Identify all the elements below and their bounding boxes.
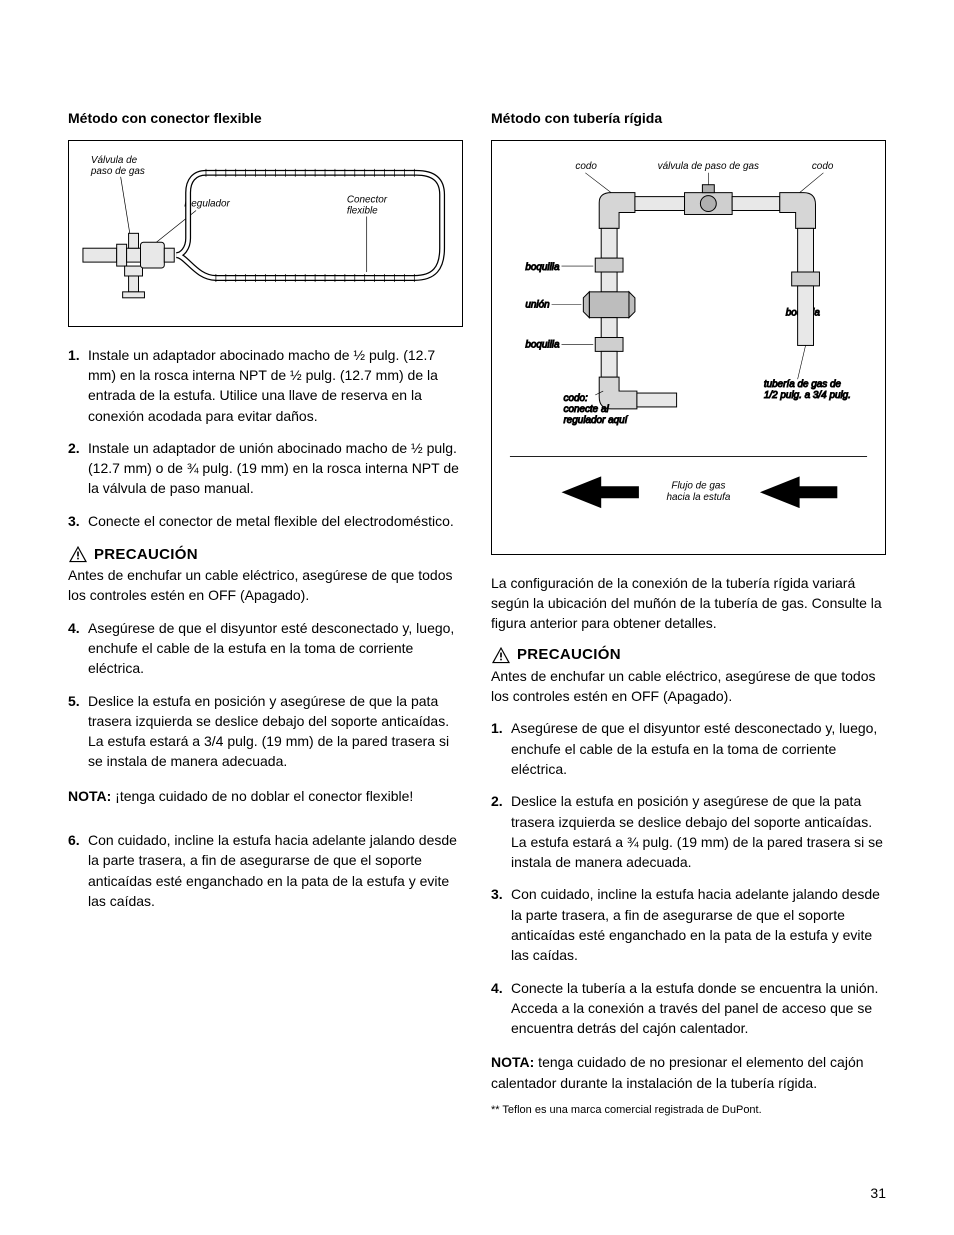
step-text: Asegúrese de que el disyuntor esté desco…: [88, 618, 463, 679]
svg-text:unión: unión: [525, 300, 550, 311]
left-caution-text: Antes de enchufar un cable eléctrico, as…: [68, 565, 463, 606]
step-text: Conecte el conector de metal flexible de…: [88, 511, 463, 531]
svg-text:Conector: Conector: [347, 195, 388, 206]
step-text: Deslice la estufa en posición y asegúres…: [511, 791, 886, 872]
page-number: 31: [870, 1185, 886, 1201]
svg-text:1/2 pulg. a 3/4 pulg.: 1/2 pulg. a 3/4 pulg.: [764, 390, 851, 401]
flexible-connector-svg: Válvula de paso de gas Regula: [77, 149, 454, 318]
step-number: 1.: [491, 718, 511, 779]
svg-text:flexible: flexible: [347, 205, 378, 216]
right-nota: NOTA: tenga cuidado de no presionar el e…: [491, 1052, 886, 1093]
step-item: 2.Instale un adaptador de unión abocinad…: [68, 438, 463, 499]
svg-text:Válvula de: Válvula de: [91, 155, 138, 166]
step-number: 2.: [68, 438, 88, 499]
step-text: Instale un adaptador de unión abocinado …: [88, 438, 463, 499]
step-number: 5.: [68, 691, 88, 772]
left-title: Método con conector flexible: [68, 110, 463, 126]
right-intro: La configuración de la conexión de la tu…: [491, 573, 886, 634]
diagram-rigid-pipe: codo válvula de paso de gas codo: [491, 140, 886, 555]
step-text: Asegúrese de que el disyuntor esté desco…: [511, 718, 886, 779]
right-caution-text: Antes de enchufar un cable eléctrico, as…: [491, 666, 886, 707]
step-item: 4.Conecte la tubería a la estufa donde s…: [491, 978, 886, 1039]
warning-icon: [491, 646, 511, 664]
svg-text:tubería de gas de: tubería de gas de: [764, 379, 842, 390]
svg-text:válvula de paso de gas: válvula de paso de gas: [658, 161, 759, 172]
svg-text:hacia la estufa: hacia la estufa: [666, 492, 730, 503]
svg-text:Flujo de gas: Flujo de gas: [671, 480, 725, 491]
step-item: 1.Instale un adaptador abocinado macho d…: [68, 345, 463, 426]
right-column: Método con tubería rígida codo válvula d…: [491, 110, 886, 1117]
step-text: Deslice la estufa en posición y asegúres…: [88, 691, 463, 772]
svg-text:boquilla: boquilla: [525, 339, 560, 350]
left-steps-b: 4.Asegúrese de que el disyuntor esté des…: [68, 618, 463, 772]
nota-text: tenga cuidado de no presionar el element…: [491, 1054, 864, 1090]
svg-text:boquilla: boquilla: [525, 262, 560, 273]
step-item: 5.Deslice la estufa en posición y asegúr…: [68, 691, 463, 772]
step-item: 4.Asegúrese de que el disyuntor esté des…: [68, 618, 463, 679]
step-number: 2.: [491, 791, 511, 872]
svg-text:paso de gas: paso de gas: [90, 166, 145, 177]
left-column: Método con conector flexible Válvula de …: [68, 110, 463, 1117]
left-nota: NOTA: ¡tenga cuidado de no doblar el con…: [68, 786, 463, 806]
step-number: 3.: [491, 884, 511, 965]
rigid-pipe-svg: codo válvula de paso de gas codo: [500, 149, 877, 546]
left-steps-a: 1.Instale un adaptador abocinado macho d…: [68, 345, 463, 531]
two-column-layout: Método con conector flexible Válvula de …: [68, 110, 886, 1117]
left-caution-header: PRECAUCIÓN: [68, 545, 463, 563]
step-text: Con cuidado, incline la estufa hacia ade…: [511, 884, 886, 965]
nota-label: NOTA:: [491, 1054, 534, 1070]
step-item: 6.Con cuidado, incline la estufa hacia a…: [68, 830, 463, 911]
svg-text:codo: codo: [812, 161, 834, 172]
nota-text: ¡tenga cuidado de no doblar el conector …: [111, 788, 413, 804]
diagram-flexible-connector: Válvula de paso de gas Regula: [68, 140, 463, 327]
step-item: 3.Con cuidado, incline la estufa hacia a…: [491, 884, 886, 965]
nota-label: NOTA:: [68, 788, 111, 804]
left-steps-c: 6.Con cuidado, incline la estufa hacia a…: [68, 830, 463, 911]
left-caution-label: PRECAUCIÓN: [94, 546, 198, 563]
step-text: Conecte la tubería a la estufa donde se …: [511, 978, 886, 1039]
step-item: 1.Asegúrese de que el disyuntor esté des…: [491, 718, 886, 779]
svg-text:regulador aquí: regulador aquí: [563, 415, 628, 426]
svg-text:Regulador: Regulador: [184, 199, 230, 210]
right-steps: 1.Asegúrese de que el disyuntor esté des…: [491, 718, 886, 1038]
warning-icon: [68, 545, 88, 563]
right-caution-header: PRECAUCIÓN: [491, 646, 886, 664]
svg-text:codo:: codo:: [563, 393, 587, 404]
step-number: 6.: [68, 830, 88, 911]
step-number: 4.: [491, 978, 511, 1039]
right-caution-label: PRECAUCIÓN: [517, 646, 621, 663]
step-number: 3.: [68, 511, 88, 531]
step-number: 1.: [68, 345, 88, 426]
step-item: 3.Conecte el conector de metal flexible …: [68, 511, 463, 531]
svg-text:conecte al: conecte al: [563, 404, 609, 415]
step-text: Instale un adaptador abocinado macho de …: [88, 345, 463, 426]
step-number: 4.: [68, 618, 88, 679]
right-title: Método con tubería rígida: [491, 110, 886, 126]
svg-text:codo: codo: [575, 161, 597, 172]
step-text: Con cuidado, incline la estufa hacia ade…: [88, 830, 463, 911]
footnote: ** Teflon es una marca comercial registr…: [491, 1103, 886, 1117]
step-item: 2.Deslice la estufa en posición y asegúr…: [491, 791, 886, 872]
